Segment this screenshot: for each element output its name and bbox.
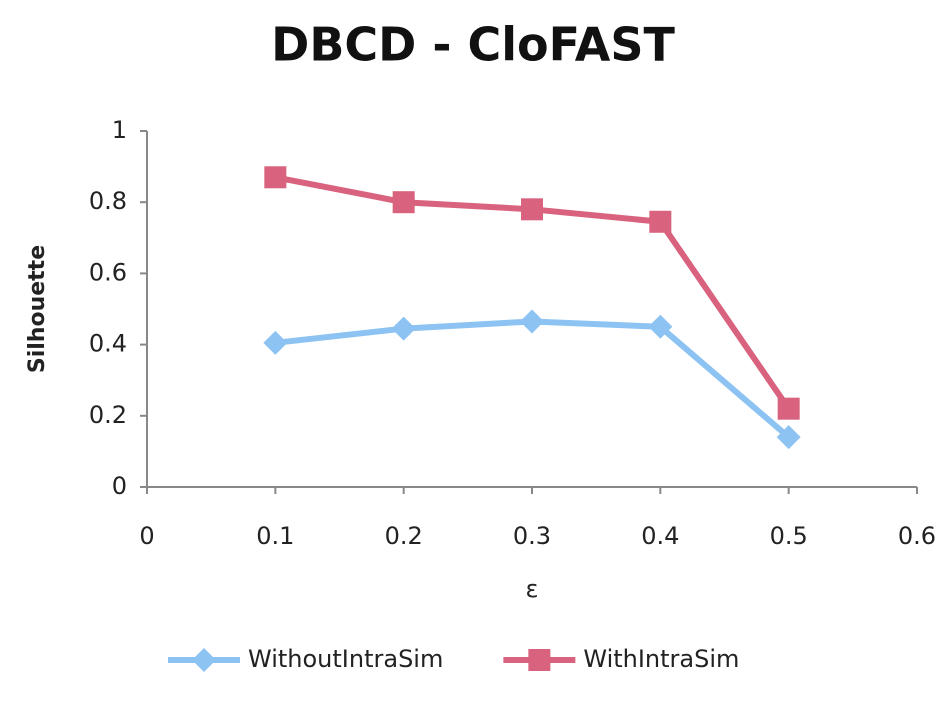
x-tick-label: 0.6 <box>898 522 936 550</box>
legend-label: WithIntraSim <box>583 645 739 673</box>
legend-label: WithoutIntraSim <box>248 645 443 673</box>
x-tick-label: 0.4 <box>641 522 679 550</box>
y-tick-label: 0.2 <box>89 401 127 429</box>
x-tick-label: 0.1 <box>256 522 294 550</box>
data-point <box>648 314 673 339</box>
data-point <box>263 330 288 355</box>
data-point <box>777 397 800 420</box>
x-tick-label: 0.3 <box>513 522 551 550</box>
x-tick-label: 0.5 <box>770 522 808 550</box>
legend-marker <box>192 648 216 672</box>
data-point <box>521 198 543 221</box>
y-tick-label: 0.4 <box>89 330 127 358</box>
data-point <box>392 191 415 214</box>
y-tick-label: 1 <box>112 116 127 144</box>
y-axis-label: Silhouette <box>25 245 50 373</box>
x-axis-label: ε <box>526 575 539 603</box>
x-tick-label: 0 <box>139 522 154 550</box>
chart-title: DBCD - CloFAST <box>271 18 675 72</box>
legend-marker <box>528 649 551 671</box>
data-point <box>520 309 544 334</box>
data-point <box>776 425 801 450</box>
x-tick-label: 0.2 <box>385 522 423 550</box>
data-point <box>649 210 672 233</box>
y-tick-label: 0.8 <box>89 187 127 215</box>
data-point <box>264 166 287 189</box>
y-tick-label: 0.6 <box>89 258 127 286</box>
series-line <box>275 318 791 440</box>
y-tick-label: 0 <box>112 472 127 500</box>
data-point <box>391 316 416 341</box>
